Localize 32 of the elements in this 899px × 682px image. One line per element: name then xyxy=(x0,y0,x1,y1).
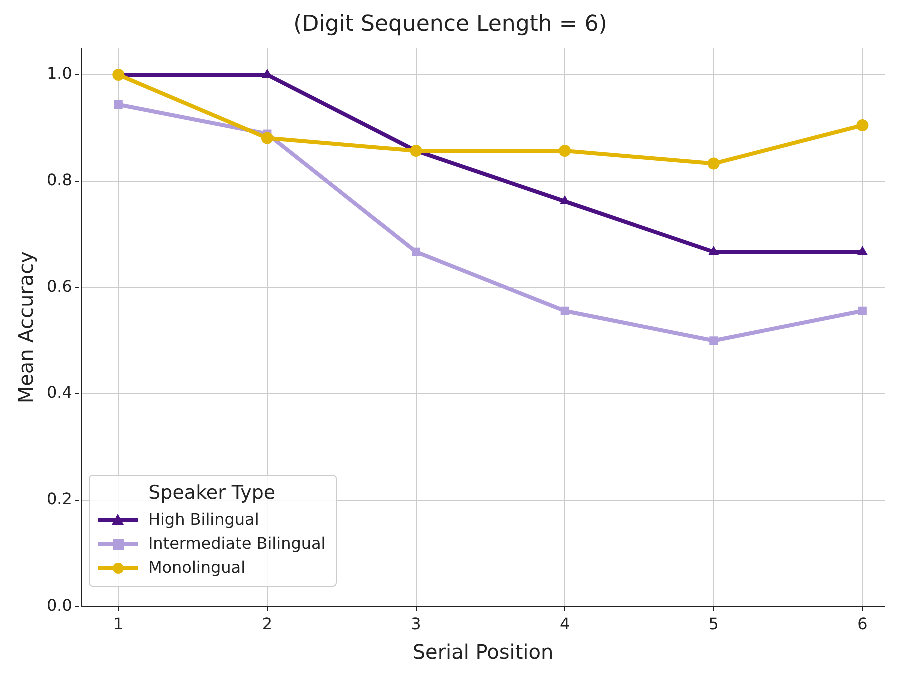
x-tick-label: 3 xyxy=(411,614,422,634)
chart-title: (Digit Sequence Length = 6) xyxy=(294,12,608,37)
point xyxy=(114,100,123,110)
y-tick-label: 0.4 xyxy=(46,383,72,402)
point xyxy=(412,248,421,256)
point xyxy=(708,246,720,256)
y-axis-title: Mean Accuracy xyxy=(14,251,38,404)
legend-label: Intermediate Bilingual xyxy=(148,532,326,555)
point xyxy=(710,336,718,346)
x-tick-label: 5 xyxy=(708,614,719,634)
y-tick-label: 0.8 xyxy=(46,170,72,190)
y-tick-label: 0.6 xyxy=(46,276,72,296)
legend-label: Monolingual xyxy=(148,556,246,579)
legend-label: High Bilingual xyxy=(148,508,260,531)
x-axis-title: Serial Position xyxy=(412,640,554,664)
x-tick-label: 1 xyxy=(114,614,124,634)
point xyxy=(858,306,867,316)
x-tick-label: 4 xyxy=(560,614,570,634)
point xyxy=(708,158,720,170)
point xyxy=(410,145,422,158)
y-tick-label: 1.0 xyxy=(46,64,72,84)
point xyxy=(112,68,125,81)
y-tick-label: 0.2 xyxy=(46,490,72,509)
x-tick-label: 6 xyxy=(858,614,868,634)
point xyxy=(261,132,274,144)
point xyxy=(560,306,570,316)
point xyxy=(857,246,868,256)
x-tick-label: 2 xyxy=(262,614,273,634)
y-tick-label: 0.0 xyxy=(46,596,72,615)
point xyxy=(559,145,572,158)
point xyxy=(856,120,869,132)
legend-title: Speaker Type xyxy=(148,482,277,504)
